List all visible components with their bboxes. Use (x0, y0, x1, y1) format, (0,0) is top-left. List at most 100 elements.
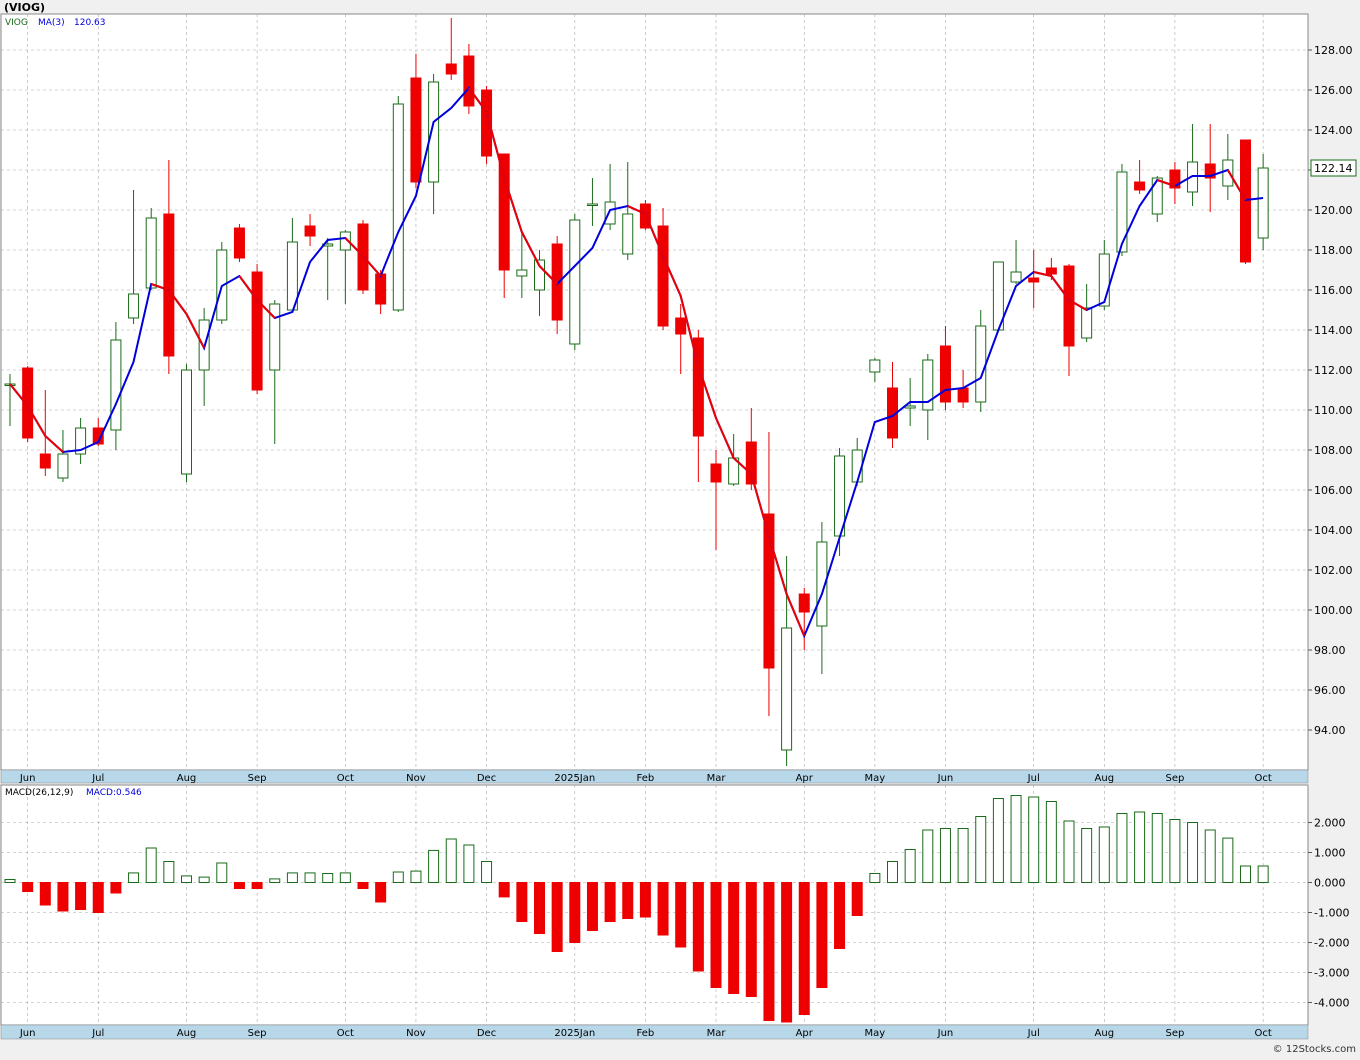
month-label-top: Dec (477, 773, 496, 784)
ma3-falling-segment (9, 383, 29, 407)
macd-bar (233, 882, 245, 889)
price-tick-label: 112.00 (1314, 364, 1353, 377)
ma3-falling-segment (185, 313, 206, 349)
macd-bar (1151, 813, 1163, 883)
candle-body (622, 213, 634, 255)
month-label-bottom: Jun (19, 1028, 36, 1039)
ma3-falling-segment (344, 237, 364, 257)
candle-body (763, 513, 775, 669)
macd-bar (816, 882, 828, 988)
macd-bar (939, 828, 951, 883)
ma3-falling-segment (644, 213, 664, 257)
macd-bar (445, 838, 457, 883)
candle-body (128, 293, 140, 319)
macd-bar (639, 882, 651, 918)
macd-bar (1081, 828, 1093, 883)
macd-bar (92, 882, 104, 913)
macd-bar (904, 849, 916, 883)
legend-ma-value: 120.63 (74, 18, 106, 28)
month-label-bottom: Oct (1255, 1028, 1272, 1039)
macd-bar (216, 862, 228, 883)
macd-bar (1257, 865, 1269, 883)
candle-body (1116, 171, 1128, 253)
candle-body (233, 227, 245, 259)
candle-body (1028, 277, 1040, 283)
candle-body (1098, 253, 1110, 307)
month-label-bottom: Aug (177, 1028, 197, 1039)
ma3-falling-segment (662, 255, 682, 297)
candle-body (781, 627, 793, 751)
legend-symbol: VIOG (5, 18, 28, 28)
month-label-top: Sep (248, 773, 267, 784)
candle-body (163, 213, 175, 357)
macd-bar (145, 847, 157, 883)
symbol-title: (VIOG) (4, 1, 45, 14)
candle-body (181, 369, 192, 475)
month-label-bottom: May (865, 1028, 886, 1039)
month-label-bottom: Oct (337, 1028, 354, 1039)
candle-body (551, 243, 563, 321)
candle-body (1151, 177, 1163, 215)
month-label-top: Oct (337, 773, 354, 784)
macd-bar (1222, 837, 1234, 883)
macd-bar (516, 882, 528, 922)
month-axis-top: Jun Jul Aug Sep Oct Nov Dec 2025Jan Feb Mar Apr May… (19, 773, 1272, 784)
price-legend: VIOG MA(3) 120.63 (5, 18, 106, 28)
ma3-falling-segment (679, 295, 700, 367)
candle-body (481, 89, 493, 157)
macd-bar (551, 882, 563, 952)
month-axis-bottom: Jun Jul Aug Sep Oct Nov Dec 2025Jan Feb Mar Apr May… (19, 1028, 1272, 1039)
price-tick-label: 124.00 (1314, 124, 1353, 137)
macd-bar (110, 882, 122, 894)
candle-body (92, 427, 104, 445)
candle-body (22, 367, 34, 439)
macd-bar (1010, 795, 1022, 883)
candle-body (851, 449, 863, 483)
candle-body (1222, 159, 1234, 187)
candle-body (1134, 181, 1146, 191)
month-axis-bottom-band (0, 1024, 1309, 1040)
macd-bar (357, 882, 369, 889)
price-tick-label: 108.00 (1314, 444, 1353, 457)
month-label-bottom: Jun (937, 1028, 954, 1039)
macd-bar (657, 882, 669, 936)
candle-body (1045, 267, 1057, 275)
ma3-falling-segment (520, 231, 541, 267)
ma3-falling-segment (362, 255, 382, 277)
macd-bar (798, 882, 810, 1015)
macd-bar (957, 828, 969, 883)
macd-bar (534, 882, 545, 934)
month-label-top: Jul (91, 773, 104, 784)
price-tick-label: 106.00 (1314, 484, 1353, 497)
price-tick-label: 116.00 (1314, 284, 1353, 297)
candle-body (516, 269, 528, 277)
ma3-falling-segment (26, 405, 47, 437)
month-axis-top-band (0, 769, 1309, 784)
candle-body (1204, 163, 1216, 179)
macd-bar (1028, 796, 1040, 883)
month-label-top: 2025Jan (554, 773, 595, 784)
macd-bar (251, 882, 263, 889)
candle-body (745, 441, 757, 485)
candle-body (1081, 307, 1093, 339)
macd-y-axis: -4.000 -3.000 -2.000 -1.000 0.000 1.000 2.000 (1308, 817, 1349, 1010)
price-tick-label: 128.00 (1314, 44, 1353, 57)
candle-body (1169, 169, 1181, 189)
macd-bar (4, 879, 16, 883)
month-label-top: Jul (1027, 773, 1040, 784)
month-label-top: Nov (406, 773, 426, 784)
macd-tick-label: 0.000 (1314, 877, 1346, 890)
candle-body (145, 217, 157, 289)
macd-bar (887, 861, 898, 883)
macd-bar (710, 882, 722, 988)
ma3-falling-segment (1156, 179, 1176, 187)
macd-bar (604, 882, 616, 922)
macd-tick-label: -1.000 (1314, 907, 1349, 920)
macd-bar (1045, 801, 1057, 883)
macd-bar (463, 844, 475, 883)
macd-bar (498, 882, 510, 898)
month-label-top: Aug (1095, 773, 1115, 784)
candle-body (692, 337, 704, 437)
